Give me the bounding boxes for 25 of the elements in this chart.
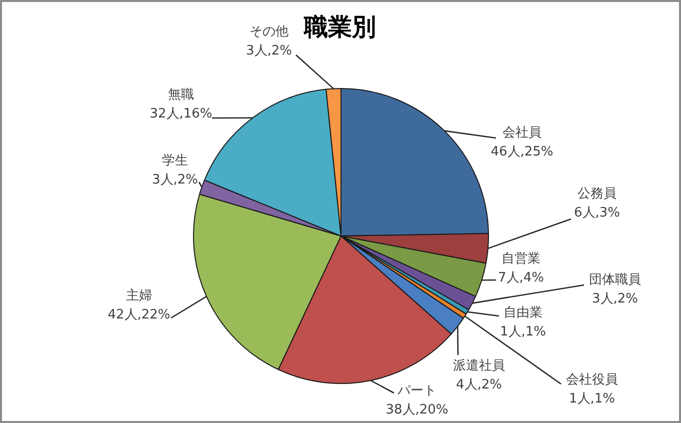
slice-label: その他: [250, 24, 288, 40]
data-label: 46人,25%: [490, 144, 554, 160]
slice-label: 派遣社員: [453, 358, 505, 374]
data-label: 32人,16%: [150, 106, 212, 122]
data-label: 38人,20%: [386, 402, 448, 418]
chart-title: 職業別: [303, 13, 376, 42]
data-label: 42人,22%: [108, 307, 170, 322]
data-label: 1人,1%: [568, 391, 616, 406]
slice-label: 自営業: [502, 251, 540, 266]
slice-label: 団体職員: [589, 272, 641, 288]
data-label: 3人,2%: [592, 291, 638, 306]
data-label: 4人,2%: [456, 377, 502, 392]
slice-label: パート: [396, 383, 436, 398]
slice-label: 自由業: [504, 305, 542, 320]
slice-label: 会社員: [502, 125, 542, 140]
data-label: 7人,4%: [498, 270, 544, 286]
slice-label: 会社役員: [566, 372, 618, 388]
data-label: 3人,2%: [152, 172, 198, 188]
slice-label: 主婦: [126, 287, 152, 304]
data-label: 6人,3%: [574, 205, 620, 220]
data-label: 1人,1%: [500, 324, 546, 340]
slice-label: 公務員: [578, 186, 616, 202]
data-label: 3人,2%: [246, 43, 292, 58]
slice-label: 無職: [168, 87, 194, 102]
slice-label: 学生: [162, 153, 188, 168]
